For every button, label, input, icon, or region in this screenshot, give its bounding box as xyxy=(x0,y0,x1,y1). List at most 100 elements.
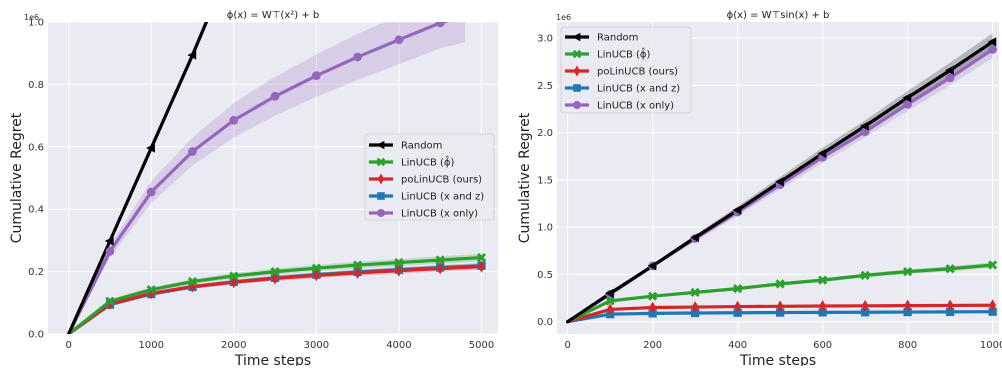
right-point-polinucb-ours xyxy=(606,303,614,316)
left-y-tick-label: 0.6 xyxy=(28,142,44,153)
left-x-tick-label: 3000 xyxy=(304,340,329,351)
left-legend-label-polinucb-ours: poLinUCB (ours) xyxy=(401,175,482,186)
left-legend-marker-linucb-x-only xyxy=(377,209,385,217)
left-panel: 0 1000 2000 3000 4000 50000.00.20.40.60.81.0 … xyxy=(9,10,498,369)
right-y-tick-label: 2.5 xyxy=(537,81,553,92)
right-y-tick-label: 1.5 xyxy=(537,175,553,186)
left-y-tick-label: 0.0 xyxy=(28,330,44,341)
left-y-axis-label: Cumulative Regret xyxy=(9,112,25,243)
right-point-linucb-phi-hat xyxy=(605,296,615,306)
right-point-linucb-x-only xyxy=(903,99,912,109)
right-x-tick-label: 1000 xyxy=(980,340,1002,351)
left-point-linucb-phi-hat xyxy=(394,257,404,268)
right-point-random xyxy=(945,65,954,75)
left-point-polinucb-ours xyxy=(271,272,279,285)
left-legend-marker-random xyxy=(376,140,385,150)
right-point-polinucb-ours xyxy=(691,301,699,314)
left-legend: Random LinUCB (ϕ̂) poLinUCB (ours) LinUCB (… xyxy=(364,133,495,221)
right-y-multiplier: 1e6 xyxy=(556,13,571,22)
right-point-polinucb-ours xyxy=(861,299,869,312)
left-point-linucb-phi-hat xyxy=(187,276,198,287)
left-point-linucb-x-only xyxy=(146,187,156,197)
right-point-linucb-x-only xyxy=(988,45,997,54)
right-point-linucb-phi-hat xyxy=(818,275,828,285)
right-point-linucb-phi-hat xyxy=(860,270,870,280)
left-point-linucb-phi-hat xyxy=(353,260,363,270)
right-legend-marker-linucb-phi-hat xyxy=(572,49,582,59)
right-legend-marker-random xyxy=(572,32,581,42)
left-point-linucb-x-only xyxy=(229,115,239,125)
right-point-linucb-x-and-z xyxy=(775,308,785,317)
right-point-polinucb-ours xyxy=(946,299,954,312)
right-y-tick-label: 0.0 xyxy=(537,317,553,328)
left-point-polinucb-ours xyxy=(478,260,485,273)
right-point-random xyxy=(690,232,699,243)
right-point-linucb-phi-hat xyxy=(733,284,743,294)
left-point-polinucb-ours xyxy=(230,276,238,289)
right-point-linucb-phi-hat xyxy=(903,267,913,277)
left-x-tick-label: 1000 xyxy=(138,340,163,351)
right-point-polinucb-ours xyxy=(649,301,657,314)
right-point-polinucb-ours xyxy=(734,300,742,313)
right-y-axis-label: Cumulative Regret xyxy=(517,112,533,243)
left-point-linucb-phi-hat xyxy=(229,271,239,281)
left-point-linucb-x-only xyxy=(188,147,197,156)
left-legend-label-linucb-phi-hat: LinUCB (ϕ̂) xyxy=(401,155,455,169)
left-legend-label-linucb-x-only: LinUCB (x only) xyxy=(401,209,478,220)
right-point-linucb-x-and-z xyxy=(988,307,997,316)
left-y-tick-label: 0.2 xyxy=(28,267,44,278)
right-legend-marker-linucb-x-only xyxy=(573,101,581,109)
left-legend-label-linucb-x-and-z: LinUCB (x and z) xyxy=(401,192,484,203)
right-x-tick-label: 600 xyxy=(813,340,832,351)
left-point-linucb-phi-hat xyxy=(270,267,280,277)
right-point-linucb-phi-hat xyxy=(648,291,658,301)
left-point-linucb-x-only xyxy=(394,35,404,45)
right-y-tick-label: 3.0 xyxy=(537,34,553,45)
right-point-linucb-phi-hat xyxy=(945,264,955,274)
left-point-polinucb-ours xyxy=(312,269,320,282)
right-point-linucb-phi-hat xyxy=(988,260,998,270)
right-legend-label-random: Random xyxy=(597,33,638,44)
right-legend-marker-linucb-x-and-z xyxy=(573,84,581,92)
left-point-random xyxy=(104,236,114,246)
right-point-random xyxy=(860,121,869,131)
right-y-tick-label: 0.5 xyxy=(537,270,553,281)
right-point-linucb-x-only xyxy=(945,73,955,83)
left-y-tick-label: 0.8 xyxy=(28,80,44,91)
left-point-linucb-phi-hat xyxy=(476,252,487,263)
left-y-tick-label: 0.4 xyxy=(28,205,44,216)
right-point-linucb-x-and-z xyxy=(945,307,955,317)
right-point-polinucb-ours xyxy=(989,299,997,312)
right-y-tick-label: 1.0 xyxy=(537,223,553,234)
right-band-random xyxy=(567,33,993,322)
right-y-tick-label: 2.0 xyxy=(537,128,553,139)
left-x-tick-label: 2000 xyxy=(221,340,246,351)
right-point-random xyxy=(647,261,657,271)
right-point-random xyxy=(732,205,742,215)
left-chart-title: ϕ(x) = W⊤(x²) + b xyxy=(227,10,319,21)
left-point-polinucb-ours xyxy=(354,266,362,279)
left-point-linucb-x-only xyxy=(270,91,280,101)
right-legend-marker-polinucb-ours xyxy=(573,65,581,77)
right-point-linucb-phi-hat xyxy=(775,279,785,289)
right-point-linucb-x-and-z xyxy=(903,307,912,317)
right-x-axis-label: Time steps xyxy=(739,353,816,366)
right-point-polinucb-ours xyxy=(776,300,784,313)
left-x-tick-label: 5000 xyxy=(469,340,494,351)
left-point-linucb-phi-hat xyxy=(311,263,321,273)
right-point-random xyxy=(817,148,827,159)
right-legend: Random LinUCB (ϕ̂) poLinUCB (ours) LinUCB (… xyxy=(560,26,692,114)
right-x-tick-label: 800 xyxy=(898,340,917,351)
right-x-tick-label: 200 xyxy=(643,340,662,351)
left-y-multiplier: 1e6 xyxy=(24,13,39,22)
left-point-linucb-phi-hat xyxy=(105,296,115,306)
left-x-axis-label: Time steps xyxy=(234,353,311,366)
right-point-polinucb-ours xyxy=(819,300,827,312)
right-point-linucb-x-and-z xyxy=(733,308,742,317)
right-legend-label-polinucb-ours: poLinUCB (ours) xyxy=(597,67,678,78)
left-point-polinucb-ours xyxy=(395,264,403,277)
right-point-random xyxy=(605,288,614,298)
left-x-tick-label: 0 xyxy=(65,340,71,351)
left-point-linucb-x-only xyxy=(435,22,445,28)
left-x-tick-label: 4000 xyxy=(386,340,411,351)
